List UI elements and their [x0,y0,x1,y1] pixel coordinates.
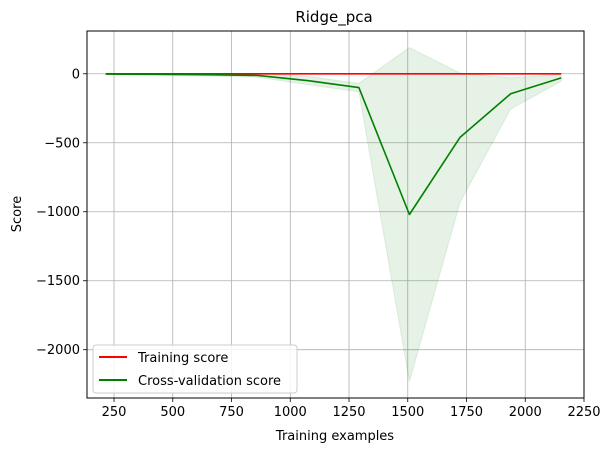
x-tick-label: 1250 [332,405,365,420]
line-cross-validation-score [105,73,562,216]
x-tick-label: 750 [219,405,244,420]
y-tick-label: −1500 [36,274,80,289]
x-axis: 250 500 750 1000 1250 1500 1750 2000 2250 [102,398,601,420]
series-lines-layer [105,72,562,216]
x-axis-label: Training examples [275,429,394,444]
x-tick-label: 1500 [391,405,424,420]
x-tick-label: 250 [102,405,127,420]
band-cross-validation-score [105,46,562,382]
y-tick-label: −2000 [36,343,80,358]
x-tick-label: 1000 [274,405,307,420]
y-axis: 0 −500 −1000 −1500 −2000 [36,67,87,358]
y-tick-label: −1000 [36,205,80,220]
y-tick-label: −500 [44,136,80,151]
y-tick-label: 0 [72,67,80,82]
y-axis-label: Score [10,196,25,232]
x-tick-label: 1750 [450,405,483,420]
legend: Training score Cross-validation score [92,344,298,394]
x-tick-label: 2250 [567,405,600,420]
plot-frame [86,30,585,399]
legend-label-cross-validation-score: Cross-validation score [138,374,281,389]
x-tick-label: 500 [160,405,185,420]
confidence-band-layer [105,46,562,382]
legend-label-training-score: Training score [137,351,228,366]
grid [87,31,585,398]
legend-box [92,344,298,394]
chart-title: Ridge_pca [295,8,372,27]
x-tick-label: 2000 [509,405,542,420]
